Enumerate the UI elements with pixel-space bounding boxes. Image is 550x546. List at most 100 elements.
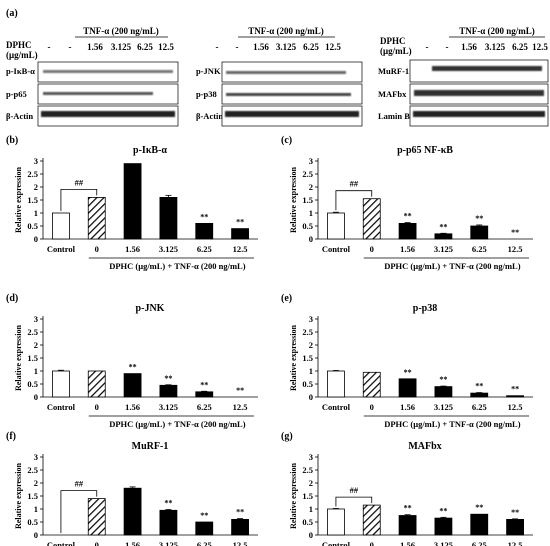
bar-6	[506, 519, 524, 536]
y-tick-label: 1.5	[302, 491, 313, 501]
y-tick-label: 1	[34, 366, 38, 376]
band-label-2-1: p-JNK	[196, 66, 221, 76]
dose-3-6: 12.5	[532, 42, 548, 52]
y-tick-label: 1	[309, 366, 313, 376]
significance-mark: **	[475, 382, 483, 391]
significance-mark: **	[511, 508, 519, 517]
bracket-mark: ##	[75, 177, 84, 187]
significance-mark: **	[511, 228, 519, 237]
x-tick-label: 0	[370, 244, 374, 254]
comparison-bracket	[335, 190, 373, 211]
bar-1	[327, 370, 345, 398]
dphc-unit-1: (μg/mL)	[6, 50, 38, 60]
x-tick-label: 6.25	[472, 244, 487, 254]
bracket-mark: ##	[350, 179, 359, 189]
x-tick-label: 3.125	[434, 540, 453, 546]
chart-title: p-p38	[413, 303, 437, 314]
x-tick-label: Control	[47, 244, 76, 254]
bar-2	[87, 498, 106, 536]
y-tick-label: 3	[34, 156, 38, 166]
dose-3-1: -	[426, 42, 429, 52]
significance-mark: **	[236, 386, 244, 395]
y-tick-label: 0	[34, 392, 38, 402]
y-tick-label: 2.5	[27, 465, 38, 475]
bar-2	[87, 370, 106, 398]
chart-title: p-IκB-α	[133, 145, 167, 156]
y-tick-label: 2.5	[302, 169, 313, 179]
dose-1-4: 3.125	[111, 42, 132, 52]
x-axis-label: DPHC (μg/mL) + TNF-α (200 ng/mL)	[109, 261, 245, 271]
blot-band	[432, 66, 542, 71]
blot-band	[414, 90, 544, 96]
y-tick-label: 1	[34, 504, 38, 514]
bar-2	[362, 198, 381, 240]
y-tick-label: 2.5	[302, 327, 313, 337]
panel-label: (g)	[281, 431, 293, 442]
band-label-1-1: p-IκB-α	[6, 66, 35, 76]
x-axis-label: DPHC (μg/mL) + TNF-α (200 ng/mL)	[384, 261, 520, 271]
y-tick-label: 0	[34, 530, 38, 540]
dose-1-3: 1.56	[87, 42, 103, 52]
bar-6	[231, 228, 249, 240]
significance-mark: **	[164, 374, 172, 383]
blot-band	[41, 111, 175, 117]
bar-3	[398, 378, 417, 398]
dose-2-1: -	[216, 42, 219, 52]
bar-charts: (b) p-IκB-α 0 0.5 1 1.5 2 2.5 3 Relative expressi…	[6, 135, 533, 546]
significance-mark: **	[475, 503, 483, 512]
bar-3	[123, 373, 142, 398]
x-tick-label: 0	[95, 540, 99, 546]
bar-4	[434, 386, 453, 398]
y-tick-label: 1.5	[27, 491, 38, 501]
y-axis-label: Relative expression	[14, 463, 23, 529]
y-tick-label: 2.5	[302, 465, 313, 475]
bar-3	[123, 487, 142, 536]
dose-2-6: 12.5	[325, 42, 341, 52]
significance-mark: **	[475, 214, 483, 223]
bar-4	[159, 509, 178, 536]
blot-group-1: DPHC (μg/mL) TNF-α (200 ng/mL) - - 1.56 …	[6, 26, 179, 127]
significance-mark: **	[129, 363, 137, 372]
y-tick-label: 0	[309, 234, 313, 244]
bar-1	[52, 370, 70, 398]
dose-1-5: 6.25	[137, 42, 153, 52]
band-label-3-1: MuRF-1	[378, 66, 409, 76]
blot-band	[43, 92, 153, 95]
significance-mark: **	[164, 499, 172, 508]
x-tick-label: 6.25	[472, 402, 487, 412]
y-tick-label: 3	[34, 314, 38, 324]
chart-1: (b) p-IκB-α 0 0.5 1 1.5 2 2.5 3 Relative expressi…	[6, 135, 258, 271]
y-tick-label: 0.5	[27, 517, 38, 527]
band-label-3-3: Lamin B	[378, 111, 410, 121]
significance-mark: **	[404, 504, 412, 513]
y-tick-label: 0	[309, 530, 313, 540]
x-tick-label: 0	[370, 540, 374, 546]
treatment-label-2: TNF-α (200 ng/mL)	[248, 26, 324, 36]
x-tick-label: 0	[95, 402, 99, 412]
bar-4	[434, 233, 453, 240]
bracket-mark: ##	[350, 485, 359, 495]
y-tick-label: 3	[309, 452, 313, 462]
x-tick-label: 12.5	[508, 540, 523, 546]
x-tick-label: 1.56	[125, 244, 140, 254]
x-tick-label: 1.56	[400, 540, 415, 546]
y-axis-label: Relative expression	[289, 463, 298, 529]
y-tick-label: 1	[34, 208, 38, 218]
significance-mark: **	[200, 212, 208, 221]
x-tick-label: 12.5	[233, 540, 248, 546]
dose-2-2: -	[236, 42, 239, 52]
band-label-3-2: MAFbx	[378, 89, 407, 99]
x-tick-label: Control	[322, 244, 351, 254]
y-tick-label: 0	[34, 234, 38, 244]
y-tick-label: 2.5	[27, 169, 38, 179]
x-tick-label: 3.125	[159, 402, 178, 412]
panel-a-label: (a)	[6, 8, 18, 19]
y-tick-label: 2	[34, 340, 38, 350]
y-tick-label: 0.5	[302, 517, 313, 527]
panel-label: (c)	[281, 135, 292, 146]
x-axis-label: DPHC (μg/mL) + TNF-α (200 ng/mL)	[109, 419, 245, 429]
x-axis-label: DPHC (μg/mL) + TNF-α (200 ng/mL)	[384, 419, 520, 429]
significance-mark: **	[511, 385, 519, 394]
y-tick-label: 3	[309, 314, 313, 324]
